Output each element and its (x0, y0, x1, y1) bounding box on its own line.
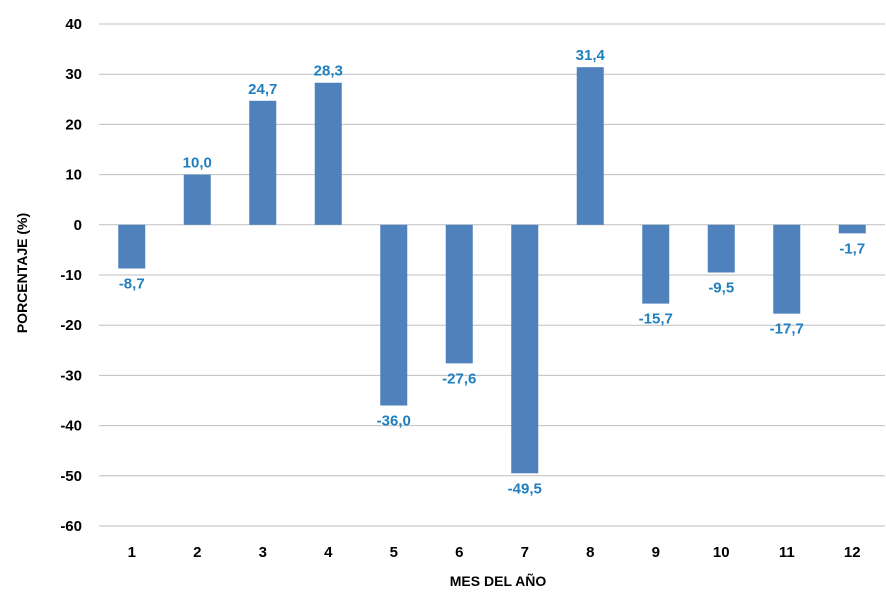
y-tick-label: 0 (74, 217, 82, 234)
bar (773, 224, 801, 314)
data-label: -1,7 (839, 240, 865, 257)
gridlines (99, 23, 885, 527)
x-tick-label: 3 (259, 544, 267, 561)
y-tick-label: -20 (60, 317, 82, 334)
x-tick-label: 11 (779, 544, 795, 561)
data-labels: -8,7 10,0 24,7 28,3 -36,0 -27,6 -49,5 31,4 -15,7… (119, 47, 865, 497)
bar (838, 224, 866, 234)
x-axis-ticks: 1 2 3 4 5 6 7 8 9 10 11 12 (128, 544, 861, 561)
y-tick-label: 20 (65, 116, 82, 133)
y-tick-label: 30 (65, 66, 82, 83)
data-label: -15,7 (639, 311, 673, 328)
bar (707, 224, 735, 273)
y-tick-label: 40 (65, 16, 82, 33)
data-label: 10,0 (183, 155, 212, 172)
data-label: -8,7 (119, 275, 145, 292)
y-tick-label: -60 (60, 518, 82, 535)
bar (249, 100, 277, 225)
x-tick-label: 6 (455, 544, 463, 561)
bar (511, 224, 539, 474)
x-tick-label: 10 (713, 544, 730, 561)
y-tick-label: -50 (60, 468, 82, 485)
data-label: 28,3 (314, 63, 343, 80)
x-tick-label: 8 (586, 544, 594, 561)
y-tick-label: -30 (60, 367, 82, 384)
data-label: 31,4 (576, 47, 606, 64)
x-axis-title: MES DEL AÑO (450, 572, 547, 589)
x-tick-label: 9 (652, 544, 660, 561)
x-tick-label: 12 (844, 544, 861, 561)
y-tick-label: -40 (60, 418, 82, 435)
data-label: -27,6 (442, 370, 476, 387)
x-tick-label: 5 (390, 544, 398, 561)
x-tick-label: 7 (521, 544, 529, 561)
y-tick-label: 10 (65, 167, 82, 184)
y-axis-title: PORCENTAJE (%) (14, 213, 30, 333)
x-tick-label: 1 (128, 544, 136, 561)
data-label: -49,5 (508, 480, 542, 497)
bars (118, 67, 866, 474)
data-label: -9,5 (708, 279, 734, 296)
x-tick-label: 4 (324, 544, 333, 561)
bar (445, 224, 473, 364)
data-label: -36,0 (377, 413, 411, 430)
bar (183, 174, 211, 225)
y-tick-label: -10 (60, 267, 82, 284)
bar (576, 67, 604, 225)
data-label: 24,7 (248, 81, 277, 98)
data-label: -17,7 (770, 321, 804, 338)
x-tick-label: 2 (193, 544, 201, 561)
bar (118, 224, 146, 269)
bar (314, 82, 342, 225)
bar (380, 224, 408, 406)
y-axis-ticks: 40 30 20 10 0 -10 -20 -30 -40 -50 -60 (60, 16, 82, 535)
bar (642, 224, 670, 304)
